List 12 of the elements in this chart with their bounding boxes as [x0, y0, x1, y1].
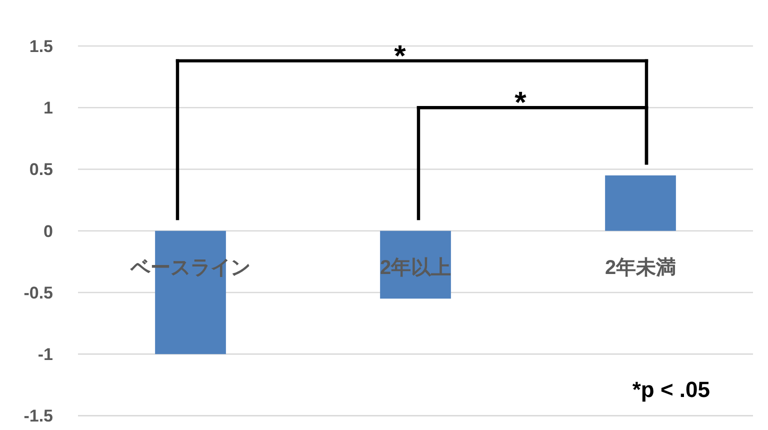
y-tick-label: 1	[44, 98, 53, 118]
y-tick-label: 0	[44, 222, 53, 241]
y-tick-label: -0.5	[24, 283, 53, 302]
y-tick-label: 1.5	[29, 37, 53, 56]
x-tick-label: 2年以上	[380, 256, 452, 279]
annotation: *p < .05	[632, 377, 710, 402]
y-tick-label: -1	[38, 345, 53, 364]
y-tick-label: 0.5	[29, 160, 53, 180]
annotation: *	[394, 40, 406, 73]
annotation: *	[514, 86, 526, 120]
x-tick-label: 2年未満	[604, 256, 676, 279]
y-tick-label: -1.5	[24, 406, 53, 426]
